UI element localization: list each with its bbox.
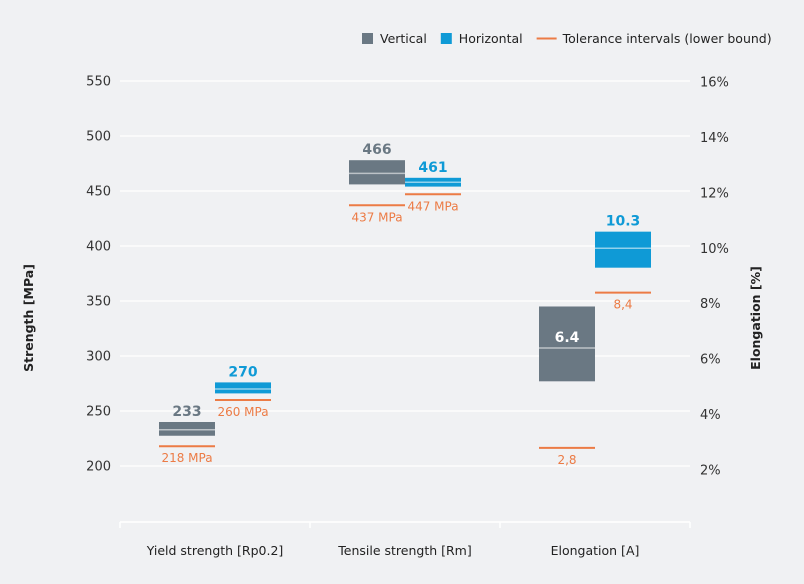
right-tick-label: 12% — [700, 186, 729, 201]
legend-label: Horizontal — [459, 31, 523, 46]
right-tick-label: 14% — [700, 131, 729, 146]
left-tick-label: 400 — [86, 240, 111, 255]
tolerance-label: 437 MPa — [351, 210, 402, 224]
tolerance-label: 218 MPa — [161, 451, 212, 465]
right-tick-label: 4% — [700, 408, 721, 423]
left-axis-ticks: 550 500 450 400 350 300 250 200 — [86, 75, 111, 475]
x-axis: Yield strength [Rp0.2] Tensile strength [… — [119, 521, 691, 558]
right-tick-label: 6% — [700, 353, 721, 368]
left-tick-label: 200 — [86, 460, 111, 475]
bar-value-label: 233 — [172, 404, 201, 420]
gridlines — [120, 80, 690, 467]
legend-swatch-vertical — [362, 33, 373, 44]
bars: 233 466 6.4 270 461 10.3 — [159, 142, 651, 436]
bar-horizontal — [595, 231, 651, 268]
left-tick-label: 550 — [86, 75, 111, 90]
legend-label: Vertical — [380, 31, 427, 46]
left-tick-label: 450 — [86, 185, 111, 200]
tolerance-label: 8,4 — [613, 298, 632, 312]
left-tick-label: 300 — [86, 350, 111, 365]
bar-value-label: 10.3 — [606, 214, 641, 230]
right-tick-label: 16% — [700, 76, 729, 91]
right-tick-label: 2% — [700, 464, 721, 479]
tolerance-lines: 218 MPa 260 MPa 437 MPa 447 MPa 2,8 8,4 — [159, 193, 651, 467]
tolerance-label: 447 MPa — [407, 199, 458, 213]
right-tick-label: 8% — [700, 297, 721, 312]
left-tick-label: 500 — [86, 130, 111, 145]
bar-vertical — [159, 422, 215, 436]
bar-value-label: 6.4 — [555, 330, 580, 346]
bar-vertical — [539, 306, 595, 382]
bar-value-label: 466 — [362, 142, 391, 158]
legend-swatch-horizontal — [440, 33, 452, 44]
x-category-label: Tensile strength [Rm] — [337, 543, 471, 558]
legend-label: Tolerance intervals (lower bound) — [562, 31, 772, 46]
bar-value-label: 270 — [228, 364, 257, 380]
tolerance-label: 2,8 — [557, 453, 576, 467]
right-axis-title: Elongation [%] — [748, 266, 763, 370]
right-axis-ticks: 16% 14% 12% 10% 8% 6% 4% 2% — [700, 76, 729, 479]
x-category-label: Yield strength [Rp0.2] — [146, 543, 284, 558]
x-category-label: Elongation [A] — [551, 543, 640, 558]
left-tick-label: 250 — [86, 405, 111, 420]
right-tick-label: 10% — [700, 242, 729, 257]
left-axis-title: Strength [MPa] — [21, 264, 36, 372]
bar-vertical — [349, 160, 405, 185]
left-tick-label: 350 — [86, 295, 111, 310]
tolerance-label: 260 MPa — [217, 405, 268, 419]
legend: Vertical Horizontal Tolerance intervals (l… — [362, 31, 772, 46]
bar-horizontal — [215, 382, 271, 394]
bar-value-label: 461 — [418, 160, 447, 176]
